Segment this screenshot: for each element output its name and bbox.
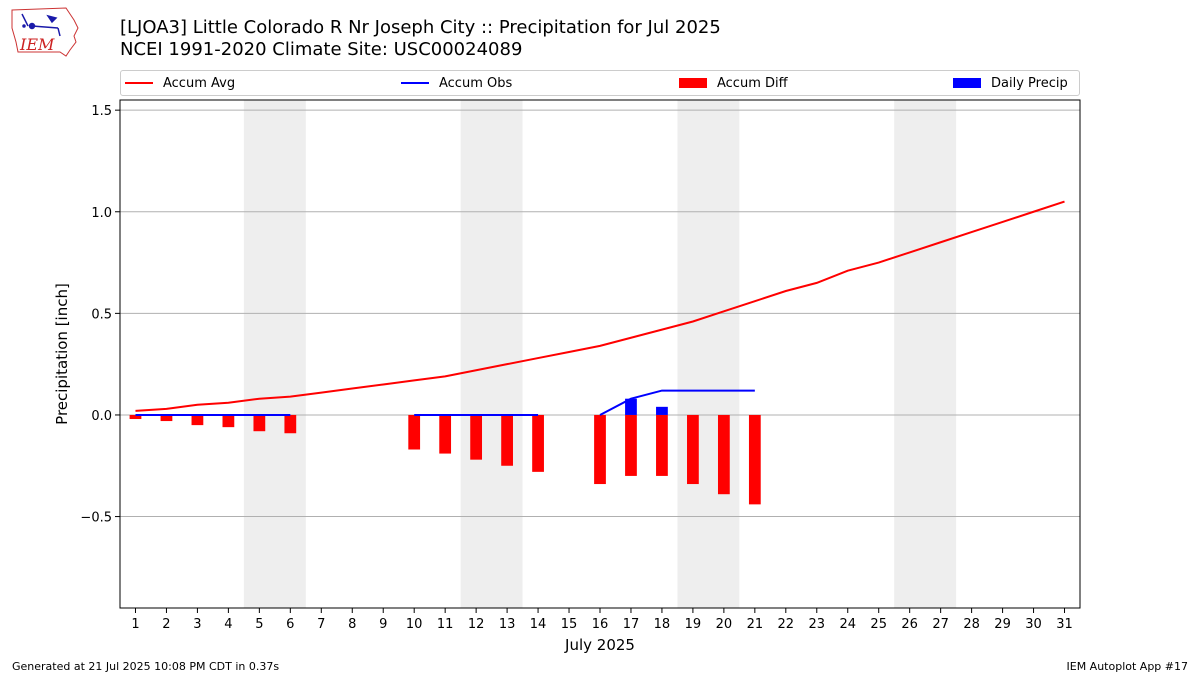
x-tick-label: 31 bbox=[1056, 617, 1073, 632]
weekend-shade bbox=[460, 100, 523, 608]
legend-swatch-accum-diff bbox=[679, 78, 707, 88]
x-tick-label: 1 bbox=[131, 617, 139, 632]
x-tick-label: 3 bbox=[193, 617, 201, 632]
accum-diff-bar bbox=[748, 414, 761, 505]
logo-text: IEM bbox=[19, 35, 55, 54]
x-tick-label: 16 bbox=[592, 617, 609, 632]
accum-diff-bar bbox=[160, 414, 173, 422]
y-tick-label: 0.5 bbox=[91, 307, 112, 322]
x-tick-label: 11 bbox=[437, 617, 454, 632]
accum-diff-bar bbox=[129, 414, 142, 420]
x-tick-label: 27 bbox=[932, 617, 949, 632]
accum-diff-bar bbox=[687, 414, 699, 485]
x-tick-label: 25 bbox=[870, 617, 887, 632]
legend-item-accum-avg: Accum Avg bbox=[125, 71, 235, 95]
x-tick-label: 26 bbox=[901, 617, 918, 632]
x-tick-label: 4 bbox=[224, 617, 232, 632]
x-tick-label: 2 bbox=[162, 617, 170, 632]
x-tick-label: 5 bbox=[255, 617, 263, 632]
y-tick-label: 0.0 bbox=[91, 409, 112, 424]
x-tick-label: 7 bbox=[317, 617, 325, 632]
legend: Accum Avg Accum Obs Accum Diff Daily Pre… bbox=[120, 70, 1080, 96]
x-tick-label: 17 bbox=[623, 617, 640, 632]
accum-diff-bar bbox=[625, 414, 637, 476]
x-axis-label: July 2025 bbox=[564, 636, 635, 654]
x-tick-label: 8 bbox=[348, 617, 356, 632]
accum-obs-line bbox=[599, 389, 755, 416]
legend-swatch-accum-avg bbox=[125, 82, 153, 84]
accum-avg-line bbox=[135, 200, 1065, 412]
x-tick-label: 24 bbox=[839, 617, 856, 632]
chart-subtitle: NCEI 1991-2020 Climate Site: USC00024089 bbox=[120, 39, 523, 60]
x-tick-label: 9 bbox=[379, 617, 387, 632]
accum-diff-bar bbox=[408, 414, 421, 450]
accum-diff-bar bbox=[439, 414, 452, 454]
accum-diff-bar bbox=[253, 414, 266, 432]
legend-label: Accum Obs bbox=[439, 75, 513, 91]
y-tick-label: −0.5 bbox=[80, 511, 112, 526]
chart-title: [LJOA3] Little Colorado R Nr Joseph City… bbox=[120, 17, 721, 38]
weather-station-icon bbox=[21, 13, 61, 37]
legend-label: Accum Avg bbox=[163, 75, 236, 91]
x-tick-label: 19 bbox=[685, 617, 702, 632]
y-tick-label: 1.5 bbox=[91, 104, 112, 119]
accum-diff-bar bbox=[470, 414, 483, 460]
x-tick-label: 10 bbox=[406, 617, 423, 632]
x-tick-label: 15 bbox=[561, 617, 578, 632]
x-tick-label: 6 bbox=[286, 617, 294, 632]
y-axis-label: Precipitation [inch] bbox=[53, 283, 71, 425]
footer-generated-text: Generated at 21 Jul 2025 10:08 PM CDT in… bbox=[12, 660, 280, 673]
legend-swatch-daily-precip bbox=[953, 78, 981, 88]
accum-diff-bar bbox=[717, 414, 730, 495]
accum-diff-bar bbox=[191, 414, 204, 426]
legend-label: Daily Precip bbox=[991, 75, 1068, 91]
legend-item-daily-precip: Daily Precip bbox=[953, 71, 1068, 95]
legend-label: Accum Diff bbox=[717, 75, 788, 91]
weekend-shade bbox=[677, 100, 740, 608]
daily-precip-bar bbox=[625, 398, 637, 415]
legend-swatch-accum-obs bbox=[401, 82, 429, 84]
iowa-outline bbox=[11, 7, 79, 57]
accum-diff-bar bbox=[222, 414, 235, 428]
y-tick-label: 1.0 bbox=[91, 206, 112, 221]
accum-diff-bar bbox=[656, 414, 668, 476]
x-tick-label: 12 bbox=[468, 617, 485, 632]
daily-precip-bar bbox=[656, 406, 668, 415]
legend-item-accum-obs: Accum Obs bbox=[401, 71, 512, 95]
footer-app-label: IEM Autoplot App #17 bbox=[1066, 660, 1189, 673]
x-tick-label: 30 bbox=[1025, 617, 1042, 632]
x-tick-label: 22 bbox=[778, 617, 795, 632]
x-tick-label: 13 bbox=[499, 617, 516, 632]
x-tick-label: 18 bbox=[654, 617, 671, 632]
accum-diff-bar bbox=[501, 414, 513, 466]
accum-diff-bar bbox=[532, 414, 544, 472]
x-tick-label: 21 bbox=[747, 617, 764, 632]
x-tick-label: 23 bbox=[809, 617, 826, 632]
accum-diff-bar bbox=[284, 414, 297, 434]
x-tick-label: 28 bbox=[963, 617, 980, 632]
x-tick-label: 14 bbox=[530, 617, 547, 632]
legend-item-accum-diff: Accum Diff bbox=[679, 71, 788, 95]
accum-diff-bar bbox=[594, 414, 606, 485]
x-tick-label: 29 bbox=[994, 617, 1011, 632]
iem-logo: IEM bbox=[11, 7, 79, 57]
weekend-shade bbox=[243, 100, 306, 608]
x-tick-label: 20 bbox=[716, 617, 733, 632]
weekend-shade bbox=[894, 100, 957, 608]
